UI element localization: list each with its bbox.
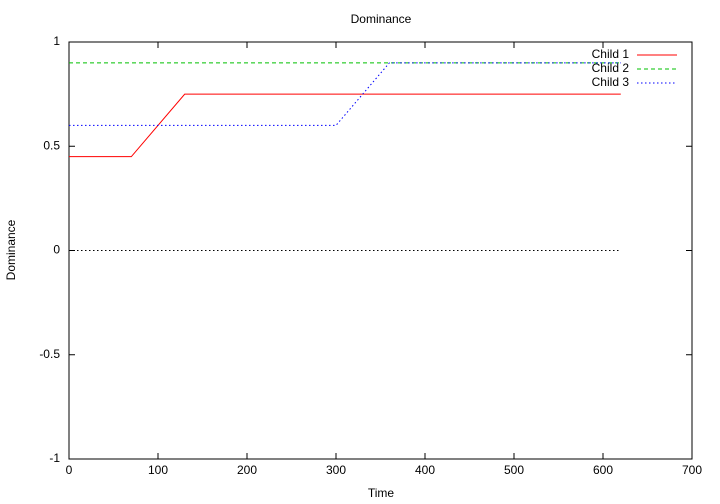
x-tick-label: 600 (593, 463, 613, 477)
legend-label: Child 1 (592, 47, 630, 61)
y-tick-label: 1 (53, 34, 60, 48)
x-tick-label: 100 (148, 463, 168, 477)
x-tick-label: 400 (415, 463, 435, 477)
x-tick-label: 700 (682, 463, 702, 477)
y-axis-label: Dominance (4, 219, 18, 280)
x-tick-label: 300 (326, 463, 346, 477)
x-tick-label: 500 (504, 463, 524, 477)
series-line (69, 93, 621, 158)
x-axis-label: Time (368, 486, 395, 500)
series-line (69, 62, 621, 126)
y-tick-label: 0.5 (43, 138, 60, 152)
y-tick-label: -1 (49, 451, 60, 465)
legend-label: Child 3 (592, 75, 630, 89)
x-tick-label: 0 (66, 463, 73, 477)
y-tick-label: 0 (53, 243, 60, 257)
chart-title: Dominance (351, 12, 412, 26)
x-tick-label: 200 (237, 463, 257, 477)
legend-label: Child 2 (592, 61, 630, 75)
y-tick-label: -0.5 (39, 347, 60, 361)
